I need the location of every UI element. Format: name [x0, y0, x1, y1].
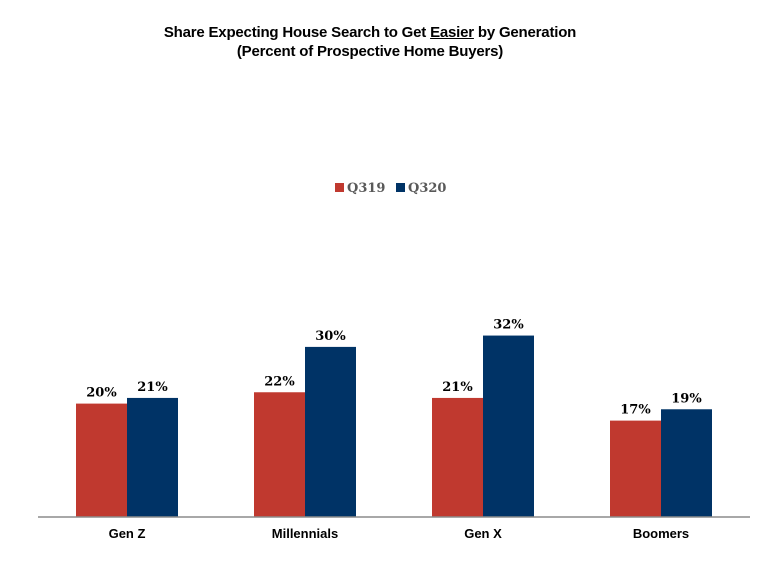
value-labels-group: 20% 21% 22% 30% 21% 32% 17% 19%	[86, 318, 702, 418]
value-label-q320-3: 19%	[671, 391, 702, 406]
category-label-2: Gen X	[464, 526, 502, 541]
value-label-q320-0: 21%	[137, 380, 168, 395]
bar-q320-3	[661, 409, 712, 517]
category-label-3: Boomers	[633, 526, 689, 541]
bar-q320-0	[127, 397, 178, 517]
value-label-q319-2: 21%	[442, 380, 473, 395]
bar-q319-2	[432, 397, 483, 517]
value-label-q319-0: 20%	[86, 386, 117, 401]
bar-q319-0	[76, 403, 127, 517]
legend: Q319 Q320	[335, 181, 446, 196]
legend-swatch-q319	[335, 183, 344, 192]
bar-q319-1	[254, 392, 305, 517]
value-label-q319-1: 22%	[264, 374, 295, 389]
chart-title-emphasis: Easier	[430, 24, 474, 41]
chart-subtitle: (Percent of Prospective Home Buyers)	[236, 43, 504, 60]
category-label-0: Gen Z	[109, 526, 146, 541]
bar-q320-2	[483, 335, 534, 517]
legend-label-q320: Q320	[408, 181, 446, 196]
bar-q320-1	[305, 346, 356, 517]
category-label-1: Millennials	[272, 526, 338, 541]
bar-q319-3	[610, 420, 661, 517]
value-label-q319-3: 17%	[620, 403, 651, 418]
chart-title-prefix: Share Expecting House Search to Get	[163, 24, 431, 41]
category-labels-group: Gen Z Millennials Gen X Boomers	[109, 526, 690, 541]
legend-swatch-q320	[396, 183, 405, 192]
chart-title-suffix: by Generation	[473, 24, 577, 41]
value-label-q320-2: 32%	[493, 318, 524, 333]
legend-label-q319: Q319	[347, 181, 385, 196]
value-label-q320-1: 30%	[315, 329, 346, 344]
bars-group	[76, 335, 712, 517]
chart-title: Share Expecting House Search to Get Easi…	[0, 24, 740, 41]
